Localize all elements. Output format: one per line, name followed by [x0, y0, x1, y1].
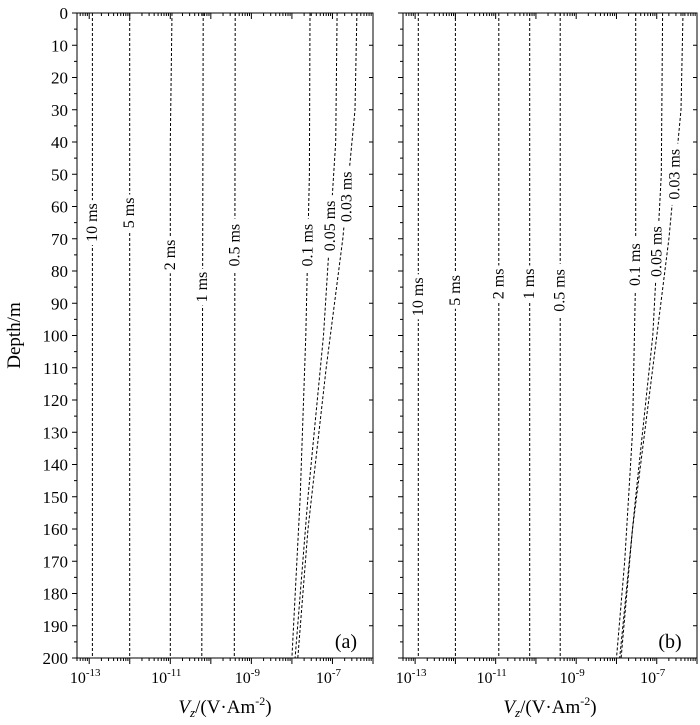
series-line	[291, 12, 311, 659]
series-label: 10 ms	[84, 203, 101, 242]
series-group: 10 ms 5 ms 2 ms 1 ms 0.5 ms 0.1 ms 0.05 ms0.03…	[83, 12, 358, 659]
y-tick-label: 160	[43, 520, 69, 539]
y-tick-label: 60	[51, 198, 68, 217]
series-label-bg	[337, 166, 356, 228]
y-tick-label: 120	[43, 391, 69, 410]
series-line	[619, 12, 664, 659]
y-tick-label: 40	[51, 133, 68, 152]
series-line	[233, 12, 236, 659]
plot-frame	[76, 12, 374, 659]
y-axis	[398, 12, 697, 659]
panel-a: 0 10 20 30 40 50 60 70 80 90 100 110 120 130 140 150 160…	[4, 4, 374, 720]
series-label-bg	[551, 263, 570, 317]
y-tick-label: 130	[43, 423, 69, 442]
y-axis: 0 10 20 30 40 50 60 70 80 90 100 110 120 130 140 150 160…	[4, 4, 373, 668]
series-label: 2 ms	[490, 269, 507, 300]
series-label-bg	[520, 265, 539, 303]
y-tick-label: 180	[43, 585, 69, 604]
y-tick-label: 90	[51, 294, 68, 313]
y-tick-label: 140	[43, 456, 69, 475]
x-tick-label: 10-9	[235, 667, 261, 687]
y-tick-label: 110	[43, 359, 68, 378]
y-tick-label: 30	[51, 101, 68, 120]
series-line	[169, 12, 173, 658]
y-tick-label: 0	[60, 4, 69, 23]
series-label-bg	[193, 268, 212, 306]
series-line	[297, 12, 358, 659]
x-axis: 10-13 10-11 10-9 10-7 Vz/(V·Am-2)	[396, 13, 698, 720]
series-label: 1 ms	[194, 272, 211, 303]
x-axis-title: Vz/(V·Am-2)	[178, 694, 271, 720]
x-tick-label: 10-9	[560, 667, 586, 687]
x-tick-label: 10-11	[477, 667, 507, 687]
y-tick-label: 150	[43, 488, 69, 507]
y-tick-label: 200	[43, 649, 69, 668]
y-tick-label: 190	[43, 617, 69, 636]
series-line	[616, 13, 637, 659]
y-tick-label: 70	[51, 230, 68, 249]
x-tick-label: 10-13	[70, 667, 101, 687]
x-axis-title: Vz/(V·Am-2)	[503, 694, 596, 720]
y-tick-label: 100	[43, 327, 69, 346]
series-label-bg	[120, 194, 139, 232]
y-tick-label: 10	[51, 36, 68, 55]
series-label: 5 ms	[121, 198, 138, 229]
series-label-bg	[446, 271, 465, 309]
series-line	[620, 12, 684, 659]
x-axis: 10-13 10-11 10-9 10-7 Vz/(V·Am-2)	[70, 13, 374, 720]
series-line	[294, 12, 338, 659]
series-label-bg	[648, 220, 667, 283]
series-label: 0.03 ms	[338, 171, 355, 222]
x-tick-label: 10-7	[316, 667, 342, 687]
series-label: 2 ms	[162, 240, 179, 271]
series-label-bg	[321, 195, 340, 257]
y-tick-label: 170	[43, 552, 69, 571]
series-label: 0.03 ms	[666, 149, 683, 200]
y-tick-label: 80	[51, 262, 68, 281]
y-axis-title: Depth/m	[4, 302, 25, 369]
series-label-bg	[665, 143, 684, 205]
panel-b: 10-13 10-11 10-9 10-7 Vz/(V·Am-2) 10 ms 5 ms 2 …	[396, 12, 698, 720]
panel-tag: (a)	[335, 631, 357, 653]
series-label: 1 ms	[521, 269, 538, 300]
series-label: 0.1 ms	[299, 224, 316, 267]
x-tick-label: 10-7	[640, 667, 666, 687]
series-label-bg	[161, 236, 180, 274]
series-label: 10 ms	[410, 277, 427, 316]
y-tick-label: 50	[51, 165, 68, 184]
series-label: 0.5 ms	[552, 269, 569, 312]
series-group: 10 ms 5 ms 2 ms 1 ms 0.5 ms 0.1 ms 0.05 ms 0.03…	[409, 12, 684, 659]
series-label-bg	[626, 237, 645, 292]
series-label-bg	[83, 200, 102, 246]
y-tick-label: 20	[51, 69, 68, 88]
x-tick-label: 10-11	[151, 667, 181, 687]
series-label-bg	[225, 218, 244, 272]
series-label: 0.1 ms	[627, 243, 644, 286]
series-label-bg	[298, 218, 317, 272]
series-label: 0.05 ms	[649, 226, 666, 277]
series-label: 0.05 ms	[322, 201, 339, 252]
series-label: 0.5 ms	[226, 224, 243, 267]
series-line	[201, 12, 204, 659]
series-label-bg	[409, 274, 428, 320]
x-tick-label: 10-13	[396, 667, 427, 687]
panel-tag: (b)	[658, 631, 681, 653]
series-label-bg	[489, 265, 508, 303]
series-label: 5 ms	[447, 275, 464, 306]
